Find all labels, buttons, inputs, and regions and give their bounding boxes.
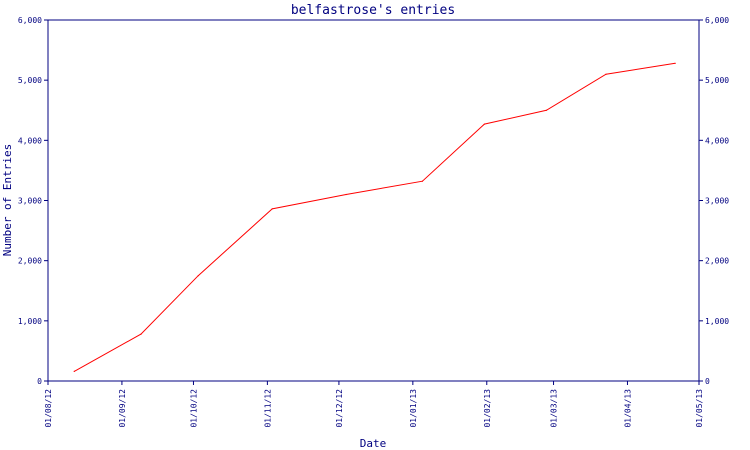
data-point bbox=[271, 208, 273, 210]
y-tick-label-right: 3,000 bbox=[705, 197, 729, 206]
y-tick-label-left: 1,000 bbox=[18, 317, 42, 326]
y-tick-label-right: 6,000 bbox=[705, 16, 729, 25]
data-point bbox=[674, 62, 676, 64]
x-axis-label: Date bbox=[360, 437, 387, 450]
data-point bbox=[140, 333, 142, 335]
series-group bbox=[73, 62, 676, 372]
y-tick-label-left: 5,000 bbox=[18, 76, 42, 85]
y-tick-label-right: 2,000 bbox=[705, 257, 729, 266]
y-tick-label-left: 2,000 bbox=[18, 257, 42, 266]
x-tick-label: 01/04/13 bbox=[623, 389, 632, 428]
y-tick-label-right: 4,000 bbox=[705, 136, 729, 145]
data-point bbox=[345, 193, 347, 196]
x-tick-label: 01/09/12 bbox=[118, 389, 127, 428]
x-tick-label: 01/11/12 bbox=[263, 389, 272, 428]
y-tick-label-right: 0 bbox=[705, 377, 710, 386]
data-point bbox=[545, 109, 548, 111]
y-tick-label-left: 3,000 bbox=[18, 197, 42, 206]
data-point bbox=[197, 275, 199, 277]
data-point bbox=[483, 123, 485, 125]
y-tick-label-left: 4,000 bbox=[18, 136, 42, 145]
data-point bbox=[421, 180, 423, 182]
y-axis-left: 0 1,000 2,000 3,000 4,000 5,000 6,000 bbox=[18, 16, 48, 386]
data-point bbox=[73, 370, 75, 372]
chart-title: belfastrose's entries bbox=[291, 3, 455, 18]
y-tick-label-left: 6,000 bbox=[18, 16, 42, 25]
x-axis: 01/08/12 01/09/12 01/10/12 01/11/12 01/12/12… bbox=[44, 381, 704, 428]
series-line bbox=[73, 62, 676, 372]
y-axis-label: Number of Entries bbox=[1, 144, 14, 257]
x-tick-label: 01/03/13 bbox=[550, 389, 559, 428]
y-tick-label-right: 1,000 bbox=[705, 317, 729, 326]
plot-area bbox=[47, 19, 700, 382]
x-tick-label: 01/01/13 bbox=[409, 389, 418, 428]
y-tick-label-right: 5,000 bbox=[705, 76, 729, 85]
data-point bbox=[605, 73, 607, 75]
x-tick-label: 01/05/13 bbox=[695, 389, 704, 428]
y-tick-label-left: 0 bbox=[37, 377, 42, 386]
x-tick-label: 01/10/12 bbox=[189, 389, 198, 428]
x-tick-label: 01/08/12 bbox=[44, 389, 53, 428]
x-tick-label: 01/02/13 bbox=[483, 389, 492, 428]
x-tick-label: 01/12/12 bbox=[335, 389, 344, 428]
y-axis-right: 0 1,000 2,000 3,000 4,000 5,000 6,000 bbox=[699, 16, 729, 386]
